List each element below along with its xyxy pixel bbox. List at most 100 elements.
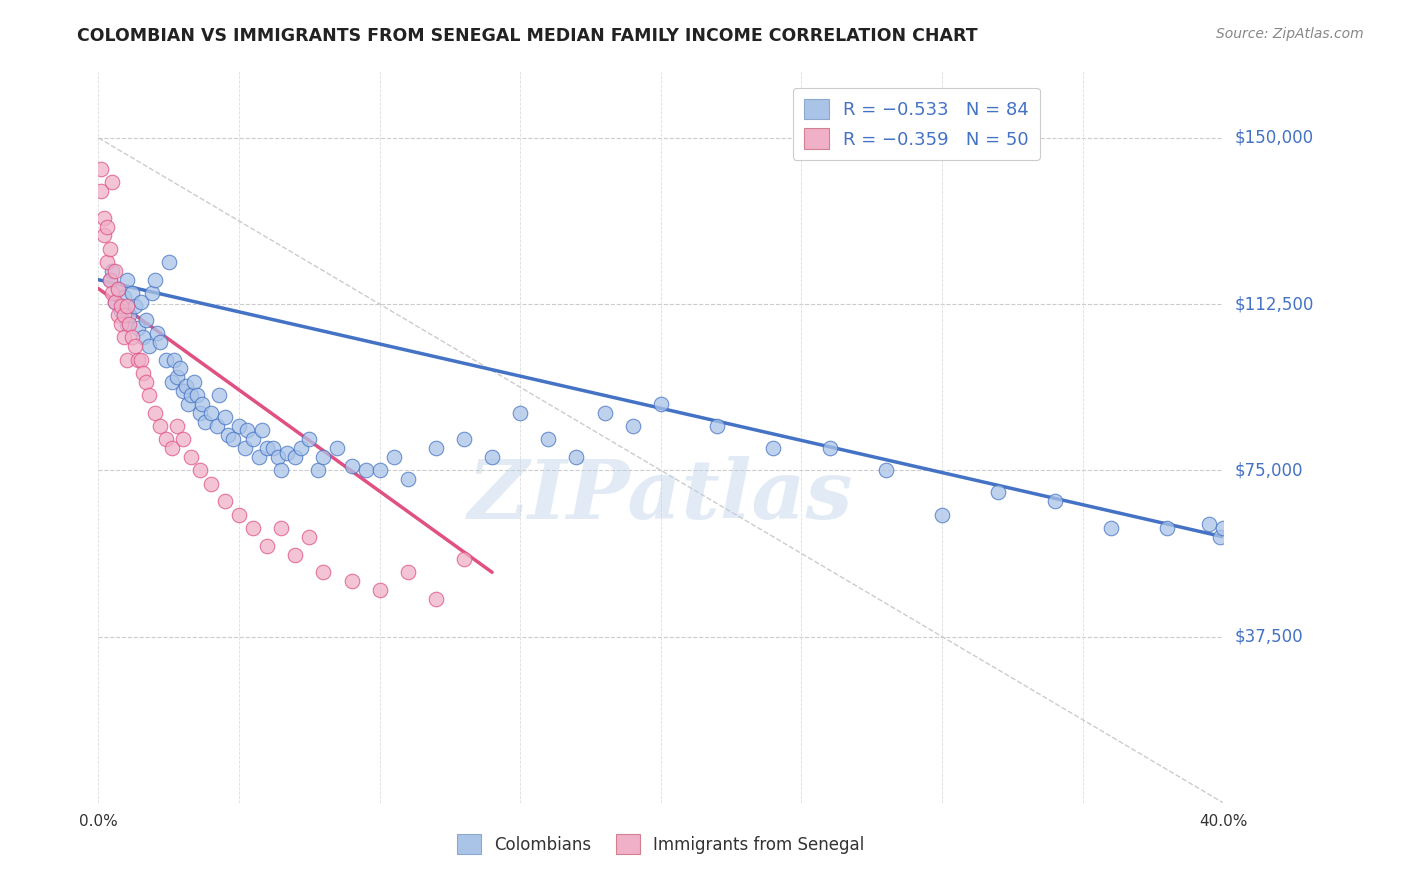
Point	[110, 317, 132, 331]
Point	[242, 521, 264, 535]
Text: ZIPatlas: ZIPatlas	[468, 456, 853, 535]
Point	[107, 308, 129, 322]
Point	[124, 299, 146, 313]
Text: $150,000: $150,000	[1234, 128, 1313, 147]
Point	[98, 273, 121, 287]
Point	[112, 308, 135, 322]
Point	[262, 441, 284, 455]
Point	[180, 388, 202, 402]
Point	[1099, 521, 1122, 535]
Point	[208, 388, 231, 402]
Point	[107, 282, 129, 296]
Point	[135, 312, 157, 326]
Point	[354, 463, 377, 477]
Point	[174, 379, 197, 393]
Point	[180, 450, 202, 464]
Point	[194, 415, 217, 429]
Point	[121, 330, 143, 344]
Point	[1212, 521, 1234, 535]
Point	[650, 397, 672, 411]
Point	[481, 450, 503, 464]
Point	[762, 441, 785, 455]
Text: COLOMBIAN VS IMMIGRANTS FROM SENEGAL MEDIAN FAMILY INCOME CORRELATION CHART: COLOMBIAN VS IMMIGRANTS FROM SENEGAL MED…	[77, 27, 979, 45]
Point	[382, 450, 405, 464]
Point	[368, 463, 391, 477]
Point	[284, 548, 307, 562]
Point	[172, 384, 194, 398]
Point	[115, 273, 138, 287]
Point	[101, 285, 124, 300]
Point	[298, 432, 321, 446]
Point	[124, 339, 146, 353]
Point	[110, 303, 132, 318]
Point	[104, 264, 127, 278]
Point	[267, 450, 290, 464]
Point	[166, 419, 188, 434]
Legend: Colombians, Immigrants from Senegal: Colombians, Immigrants from Senegal	[451, 828, 870, 860]
Point	[270, 463, 292, 477]
Point	[169, 361, 191, 376]
Point	[104, 294, 127, 309]
Point	[565, 450, 588, 464]
Point	[228, 508, 250, 522]
Point	[214, 494, 236, 508]
Point	[110, 299, 132, 313]
Point	[191, 397, 214, 411]
Point	[127, 352, 149, 367]
Point	[107, 282, 129, 296]
Point	[1209, 530, 1232, 544]
Point	[104, 294, 127, 309]
Point	[247, 450, 270, 464]
Point	[149, 419, 172, 434]
Text: $112,500: $112,500	[1234, 295, 1313, 313]
Point	[98, 273, 121, 287]
Point	[256, 539, 278, 553]
Point	[593, 406, 616, 420]
Text: $37,500: $37,500	[1234, 628, 1303, 646]
Point	[453, 432, 475, 446]
Point	[138, 339, 160, 353]
Point	[143, 406, 166, 420]
Point	[101, 175, 124, 189]
Point	[312, 566, 335, 580]
Point	[200, 476, 222, 491]
Point	[93, 228, 115, 243]
Point	[340, 458, 363, 473]
Point	[326, 441, 349, 455]
Point	[250, 424, 273, 438]
Point	[98, 242, 121, 256]
Point	[112, 290, 135, 304]
Point	[453, 552, 475, 566]
Point	[118, 308, 141, 322]
Point	[115, 352, 138, 367]
Point	[188, 463, 211, 477]
Point	[312, 450, 335, 464]
Point	[132, 366, 155, 380]
Point	[90, 161, 112, 176]
Text: $75,000: $75,000	[1234, 461, 1303, 479]
Point	[183, 375, 205, 389]
Point	[233, 441, 256, 455]
Point	[307, 463, 329, 477]
Point	[222, 432, 245, 446]
Point	[509, 406, 531, 420]
Point	[172, 432, 194, 446]
Point	[135, 375, 157, 389]
Point	[298, 530, 321, 544]
Point	[276, 445, 298, 459]
Point	[177, 397, 200, 411]
Point	[127, 321, 149, 335]
Point	[931, 508, 953, 522]
Point	[166, 370, 188, 384]
Point	[118, 317, 141, 331]
Point	[818, 441, 841, 455]
Point	[875, 463, 897, 477]
Point	[242, 432, 264, 446]
Point	[90, 184, 112, 198]
Point	[340, 574, 363, 589]
Point	[141, 285, 163, 300]
Point	[129, 352, 152, 367]
Point	[115, 317, 138, 331]
Point	[396, 472, 419, 486]
Point	[706, 419, 728, 434]
